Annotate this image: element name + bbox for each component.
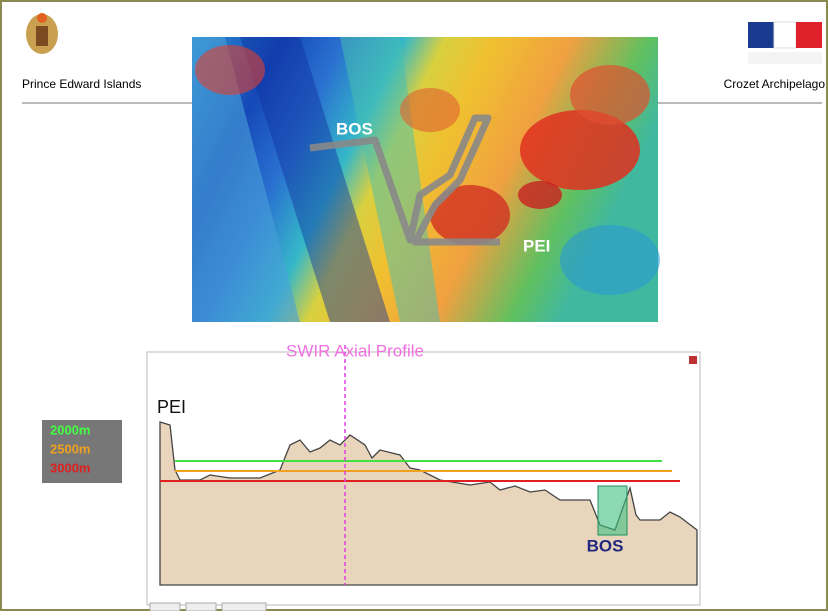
toolbar-button[interactable] [186,603,216,611]
toolbar-button[interactable] [150,603,180,611]
left-title: Prince Edward Islands [22,77,141,91]
right-title: Crozet Archipelago [724,77,826,91]
legend-label: 3000m [50,460,90,475]
profile-title: SWIR Axial Profile [286,341,424,360]
france-logo [748,22,822,64]
map-label: BOS [336,119,373,138]
legend-label: 2000m [50,422,90,437]
depth-legend: 2000m 2500m 3000m [42,420,122,483]
profile-label: BOS [587,536,624,555]
map-label: PEI [523,236,550,255]
bathymetry-map: BOS PEI [192,37,660,322]
profile-window: SWIR Axial Profile PEI BOS [147,341,700,611]
profile-label: PEI [157,397,186,417]
bos-highlight [598,486,627,535]
slide: Prince Edward Islands Crozet Archipelago… [0,0,828,611]
legend-label: 2500m [50,441,90,456]
toolbar-button[interactable] [222,603,266,611]
close-button[interactable] [689,356,697,364]
